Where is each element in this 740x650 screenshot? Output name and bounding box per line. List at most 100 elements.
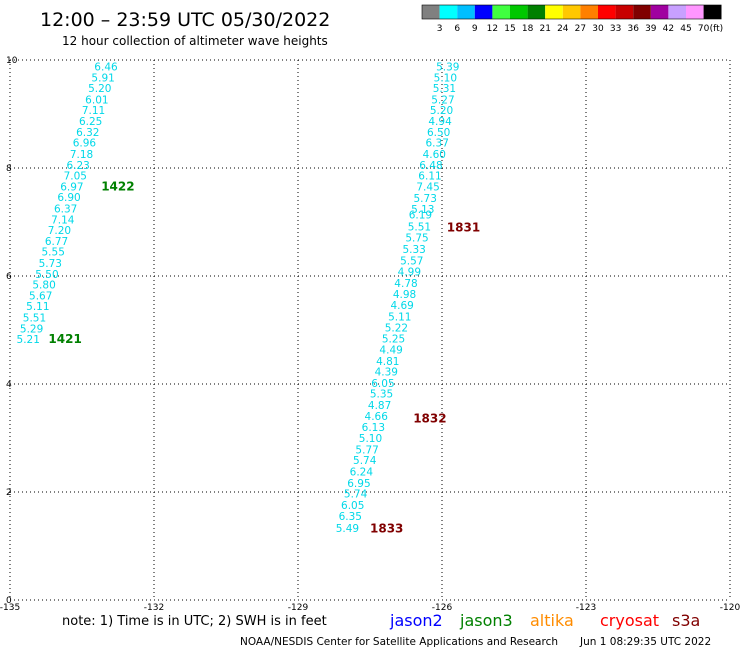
x-tick-label: -123 bbox=[576, 603, 596, 613]
units-note: note: 1) Time is in UTC; 2) SWH is in fe… bbox=[62, 614, 327, 629]
colorbar-label: 3 bbox=[437, 24, 443, 34]
y-tick-label: 4 bbox=[6, 380, 12, 390]
pass-time-label: 1421 bbox=[48, 332, 81, 346]
wave-height-label: 5.91 bbox=[91, 72, 114, 84]
y-tick-label: 10 bbox=[6, 56, 18, 66]
colorbar-swatch bbox=[457, 5, 475, 19]
wave-height-label: 5.25 bbox=[382, 334, 405, 346]
wave-height-label: 6.23 bbox=[66, 160, 89, 172]
wave-height-label: 5.35 bbox=[370, 389, 393, 401]
wave-height-label: 4.94 bbox=[428, 116, 452, 128]
colorbar-label: 27 bbox=[575, 24, 586, 34]
satellite-jason2: jason2 bbox=[389, 611, 443, 630]
colorbar-legend: 3 6 9 12 15 18 21 24 27 30 33 36 39 42 45 70 (ft) bbox=[421, 4, 723, 34]
wave-height-label: 5.10 bbox=[359, 433, 382, 445]
x-tick-label: -132 bbox=[144, 603, 164, 613]
colorbar-label: 12 bbox=[487, 24, 498, 34]
wave-height-label: 6.96 bbox=[73, 138, 97, 150]
wave-height-label: 5.73 bbox=[414, 193, 437, 205]
track-east: 5.395.105.315.275.204.946.506.374.606.48… bbox=[336, 61, 460, 535]
wave-height-label: 6.13 bbox=[362, 422, 385, 434]
wave-height-label: 4.98 bbox=[393, 289, 416, 301]
wave-height-label: 5.11 bbox=[388, 312, 411, 324]
y-tick-label: 6 bbox=[6, 272, 12, 282]
colorbar-label: 30 bbox=[592, 24, 604, 34]
colorbar-swatch bbox=[615, 5, 634, 19]
wave-height-label: 5.49 bbox=[336, 523, 359, 535]
wave-height-label: 6.32 bbox=[76, 127, 99, 139]
wave-height-label: 7.11 bbox=[82, 105, 105, 117]
colorbar-label: 39 bbox=[645, 24, 657, 34]
wave-height-label: 5.57 bbox=[400, 255, 423, 267]
wave-height-label: 6.11 bbox=[418, 171, 441, 183]
wave-height-label: 7.14 bbox=[51, 214, 75, 226]
wave-height-label: 6.97 bbox=[60, 181, 83, 193]
wave-height-label: 5.50 bbox=[35, 269, 58, 281]
wave-height-label: 5.80 bbox=[32, 280, 55, 292]
wave-height-label: 5.21 bbox=[17, 334, 40, 346]
colorbar-label: 33 bbox=[610, 24, 621, 34]
colorbar-swatch bbox=[562, 5, 581, 19]
pass-time-label: 1831 bbox=[447, 220, 480, 234]
wave-height-label: 6.50 bbox=[427, 127, 450, 139]
colorbar-swatch bbox=[422, 5, 440, 19]
wave-height-label: 6.37 bbox=[54, 204, 77, 216]
wave-height-label: 5.33 bbox=[402, 244, 425, 256]
satellite-s3a: s3a bbox=[672, 611, 700, 630]
pass-time-labels: 1422 1421 1831 1832 1833 bbox=[48, 179, 480, 535]
wave-height-label: 4.66 bbox=[365, 411, 389, 423]
colorbar-label: 45 bbox=[680, 24, 691, 34]
wave-height-label: 4.60 bbox=[423, 149, 446, 161]
colorbar-swatch bbox=[686, 5, 704, 19]
axis-ticks: -135 -132 -129 -126 -123 -120 0 2 4 6 8 10 bbox=[0, 56, 740, 613]
wave-height-label: 4.99 bbox=[398, 267, 421, 279]
wave-height-label: 5.20 bbox=[430, 105, 453, 117]
colorbar-label: 18 bbox=[522, 24, 534, 34]
colorbar-label: 24 bbox=[557, 24, 569, 34]
wave-height-points: 6.465.915.206.017.116.256.326.967.186.23… bbox=[17, 61, 460, 535]
colorbar-swatch bbox=[580, 5, 598, 19]
wave-height-label: 5.10 bbox=[434, 72, 457, 84]
wave-height-label: 4.81 bbox=[376, 356, 399, 368]
x-tick-label: -126 bbox=[432, 603, 453, 613]
wave-height-label: 4.78 bbox=[394, 278, 417, 290]
wave-height-label: 5.39 bbox=[436, 61, 459, 73]
y-tick-label: 2 bbox=[6, 488, 12, 498]
wave-height-label: 6.90 bbox=[57, 192, 80, 204]
x-tick-label: -135 bbox=[0, 603, 20, 613]
wave-height-label: 4.39 bbox=[375, 367, 398, 379]
wave-height-label: 6.37 bbox=[426, 138, 449, 150]
wave-height-label: 5.75 bbox=[405, 233, 428, 245]
wave-height-label: 6.05 bbox=[341, 500, 364, 512]
wave-height-label: 6.77 bbox=[45, 236, 68, 248]
pass-time-label: 1422 bbox=[101, 179, 134, 193]
y-tick-label: 8 bbox=[6, 164, 12, 174]
chart-subtitle: 12 hour collection of altimeter wave hei… bbox=[62, 34, 328, 48]
wave-height-label: 6.35 bbox=[339, 511, 362, 523]
colorbar-swatch bbox=[474, 5, 493, 19]
satellite-legend: jason2 jason3 altika cryosat s3a bbox=[389, 611, 700, 630]
colorbar-label: 6 bbox=[454, 24, 460, 34]
track-west: 6.465.915.206.017.116.256.326.967.186.23… bbox=[17, 61, 118, 346]
generated-timestamp: Jun 1 08:29:35 UTC 2022 bbox=[579, 636, 711, 648]
x-tick-label: -129 bbox=[288, 603, 309, 613]
wave-height-label: 5.77 bbox=[355, 444, 378, 456]
wave-height-label: 7.18 bbox=[70, 149, 93, 161]
x-tick-label: -120 bbox=[720, 603, 740, 613]
colorbar-swatch bbox=[703, 5, 722, 19]
wave-height-label: 4.87 bbox=[368, 400, 391, 412]
wave-height-label: 5.73 bbox=[39, 258, 62, 270]
chart-title: 12:00 – 23:59 UTC 05/30/2022 bbox=[40, 9, 330, 31]
colorbar-swatch bbox=[439, 5, 458, 19]
wave-height-label: 6.95 bbox=[347, 478, 370, 490]
wave-height-label: 7.20 bbox=[48, 225, 71, 237]
plot-grid bbox=[9, 59, 731, 601]
colorbar-swatch bbox=[668, 5, 686, 19]
wave-height-label: 5.27 bbox=[431, 94, 454, 106]
colorbar-swatch bbox=[633, 5, 651, 19]
colorbar-label: 9 bbox=[472, 24, 478, 34]
satellite-cryosat: cryosat bbox=[600, 611, 659, 630]
colorbar-frame bbox=[421, 4, 722, 20]
wave-height-label: 5.74 bbox=[344, 489, 368, 501]
wave-height-label: 5.13 bbox=[411, 204, 434, 216]
